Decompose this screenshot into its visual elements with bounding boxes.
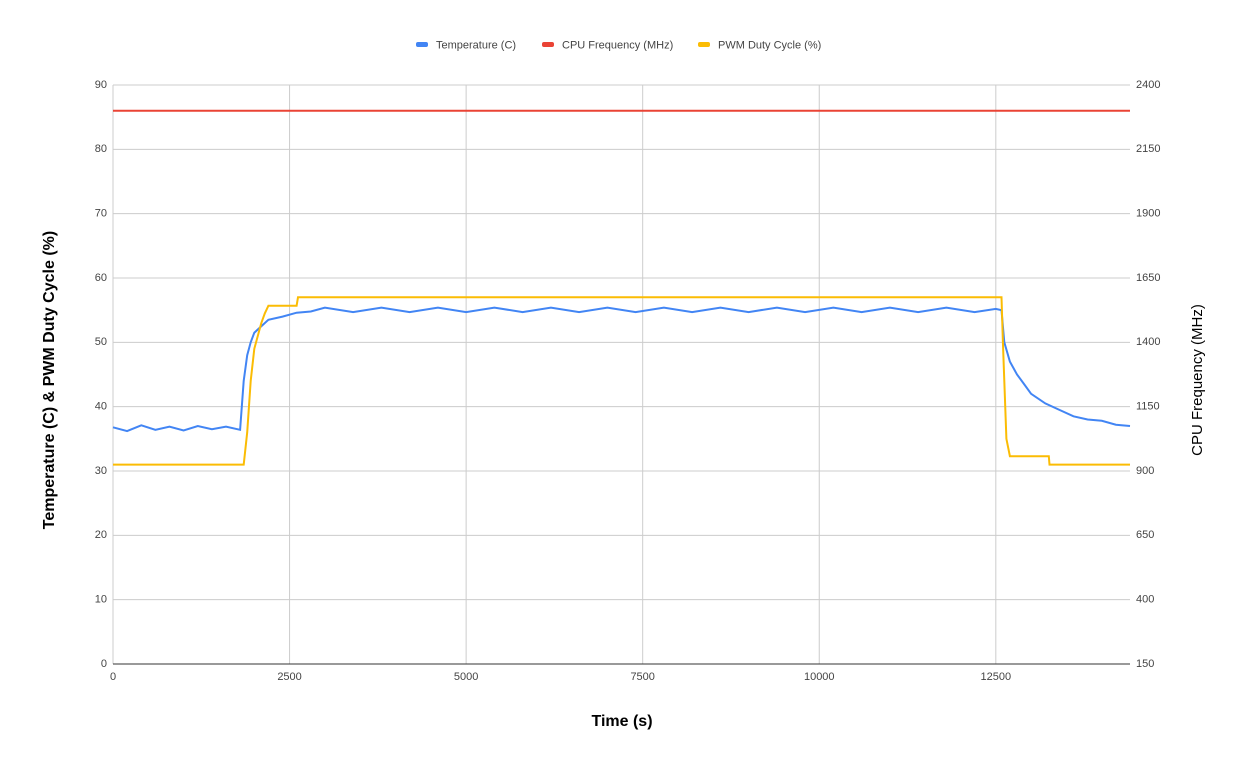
y2-axis-title: CPU Frequency (MHz)	[1189, 304, 1206, 456]
y2-tick-label: 900	[1136, 465, 1154, 477]
y-tick-label: 60	[95, 272, 107, 284]
legend-marker	[542, 42, 554, 47]
y-tick-label: 0	[101, 658, 107, 670]
y-tick-label: 80	[95, 143, 107, 155]
series-line	[112, 306, 1131, 433]
legend-label: PWM Duty Cycle (%)	[718, 39, 821, 51]
y2-tick-label: 1150	[1136, 401, 1160, 413]
legend-marker	[416, 42, 428, 47]
x-tick-label: 0	[110, 671, 116, 683]
y2-tick-label: 2150	[1136, 143, 1160, 155]
x-axis-title: Time (s)	[591, 713, 652, 730]
y-tick-label: 70	[95, 208, 107, 220]
legend-label: CPU Frequency (MHz)	[562, 39, 673, 51]
y2-tick-label: 650	[1136, 529, 1154, 541]
x-tick-label: 2500	[277, 671, 301, 683]
y2-tick-label: 1400	[1136, 336, 1160, 348]
x-tick-label: 5000	[454, 671, 478, 683]
x-tick-label: 10000	[804, 671, 835, 683]
y2-tick-label: 2400	[1136, 79, 1160, 91]
y-axis-title: Temperature (C) & PWM Duty Cycle (%)	[41, 231, 58, 529]
legend-marker	[698, 42, 710, 47]
y2-tick-label: 400	[1136, 594, 1154, 606]
x-tick-label: 12500	[981, 671, 1012, 683]
y2-tick-label: 150	[1136, 658, 1154, 670]
y-tick-label: 40	[95, 401, 107, 413]
x-tick-label: 7500	[630, 671, 654, 683]
y2-tick-label: 1900	[1136, 208, 1160, 220]
y-tick-label: 30	[95, 465, 107, 477]
series-line	[113, 296, 1130, 466]
y-tick-label: 10	[95, 594, 107, 606]
y2-tick-label: 1650	[1136, 272, 1160, 284]
y-tick-label: 90	[95, 79, 107, 91]
y-tick-label: 50	[95, 336, 107, 348]
legend-label: Temperature (C)	[436, 39, 516, 51]
y-tick-label: 20	[95, 529, 107, 541]
